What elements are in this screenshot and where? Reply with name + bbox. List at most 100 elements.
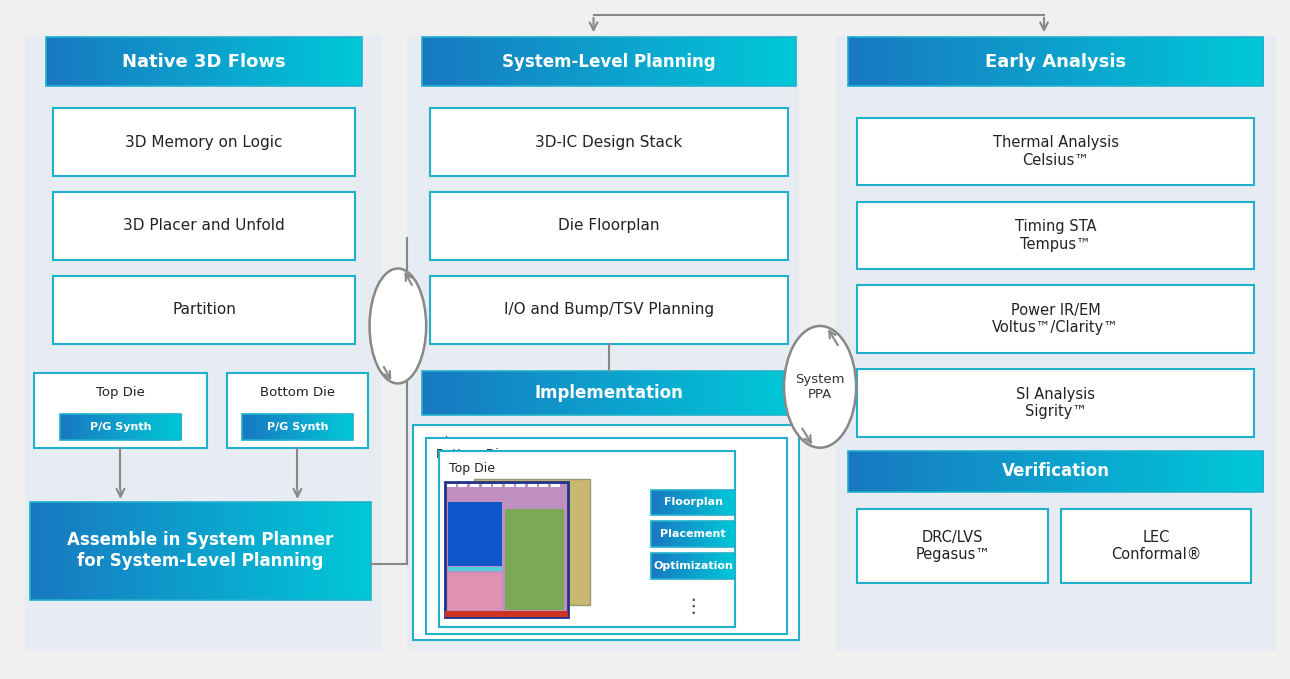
Bar [1166, 37, 1170, 86]
Bar [446, 483, 455, 487]
Bar [655, 553, 657, 579]
Bar [95, 414, 97, 439]
Bar [698, 553, 699, 579]
Text: ⋮: ⋮ [682, 597, 702, 616]
Bar [1162, 37, 1166, 86]
Bar [859, 37, 863, 86]
Bar [41, 502, 45, 600]
Bar [435, 37, 439, 86]
Bar [681, 521, 682, 547]
Bar [493, 483, 502, 487]
Bar [1069, 37, 1073, 86]
Bar [74, 414, 76, 439]
Bar [1121, 451, 1125, 492]
Bar [780, 37, 784, 86]
Bar [698, 490, 699, 515]
Bar [503, 371, 507, 416]
Bar [1131, 37, 1135, 86]
Bar [946, 37, 949, 86]
Bar [1142, 451, 1146, 492]
Bar [252, 37, 254, 86]
Bar [662, 553, 663, 579]
Bar [270, 414, 271, 439]
Bar [897, 37, 900, 86]
Bar [539, 483, 548, 487]
Bar [68, 414, 70, 439]
Bar [326, 414, 328, 439]
Bar [1211, 451, 1215, 492]
Bar [501, 371, 504, 416]
Bar [693, 521, 694, 547]
Bar [653, 490, 654, 515]
Bar [259, 37, 263, 86]
Bar [103, 414, 104, 439]
Text: P/G Synth: P/G Synth [90, 422, 151, 432]
Bar [116, 414, 119, 439]
Bar [713, 521, 715, 547]
Bar [872, 37, 877, 86]
Bar [717, 521, 719, 547]
Bar [667, 553, 668, 579]
Bar [271, 414, 272, 439]
Bar [703, 521, 704, 547]
Bar [522, 371, 525, 416]
Bar [684, 371, 688, 416]
Bar [301, 414, 302, 439]
Bar [428, 371, 432, 416]
Bar [721, 521, 722, 547]
Bar [1129, 37, 1133, 86]
Bar [728, 553, 729, 579]
Bar [146, 37, 150, 86]
Bar [197, 502, 201, 600]
Bar [297, 37, 299, 86]
Bar [587, 371, 591, 416]
Bar [956, 451, 960, 492]
Bar [359, 37, 362, 86]
Bar [706, 490, 707, 515]
Bar [699, 553, 700, 579]
Bar [80, 37, 84, 86]
Bar [720, 521, 721, 547]
Bar [1253, 451, 1256, 492]
Bar [512, 371, 516, 416]
Bar [1259, 451, 1263, 492]
Bar [141, 37, 144, 86]
Bar [704, 521, 706, 547]
Bar [938, 37, 942, 86]
Bar [659, 553, 660, 579]
Bar [267, 37, 271, 86]
Bar [510, 37, 513, 86]
Bar [422, 37, 426, 86]
Bar [321, 414, 322, 439]
Bar [212, 37, 215, 86]
Bar [1180, 37, 1184, 86]
Bar [101, 414, 102, 439]
Bar [882, 451, 888, 492]
Bar [221, 502, 223, 600]
Bar [931, 451, 935, 492]
Bar [441, 371, 445, 416]
Bar [675, 37, 679, 86]
Bar [677, 37, 681, 86]
Bar [312, 37, 315, 86]
Bar [497, 371, 501, 416]
Bar [506, 37, 510, 86]
Bar [84, 37, 86, 86]
Bar [673, 490, 675, 515]
Bar [702, 521, 703, 547]
Bar [651, 553, 735, 579]
Bar [261, 414, 262, 439]
Bar [64, 414, 66, 439]
Bar [708, 37, 712, 86]
Text: Verification: Verification [1001, 462, 1109, 480]
Bar [1073, 451, 1077, 492]
Bar [444, 37, 448, 86]
Bar [664, 521, 666, 547]
Bar [1207, 37, 1211, 86]
Bar [698, 490, 699, 515]
Bar [662, 521, 663, 547]
Bar [268, 502, 272, 600]
Bar [504, 483, 513, 487]
Bar [306, 502, 308, 600]
Bar [175, 414, 177, 439]
